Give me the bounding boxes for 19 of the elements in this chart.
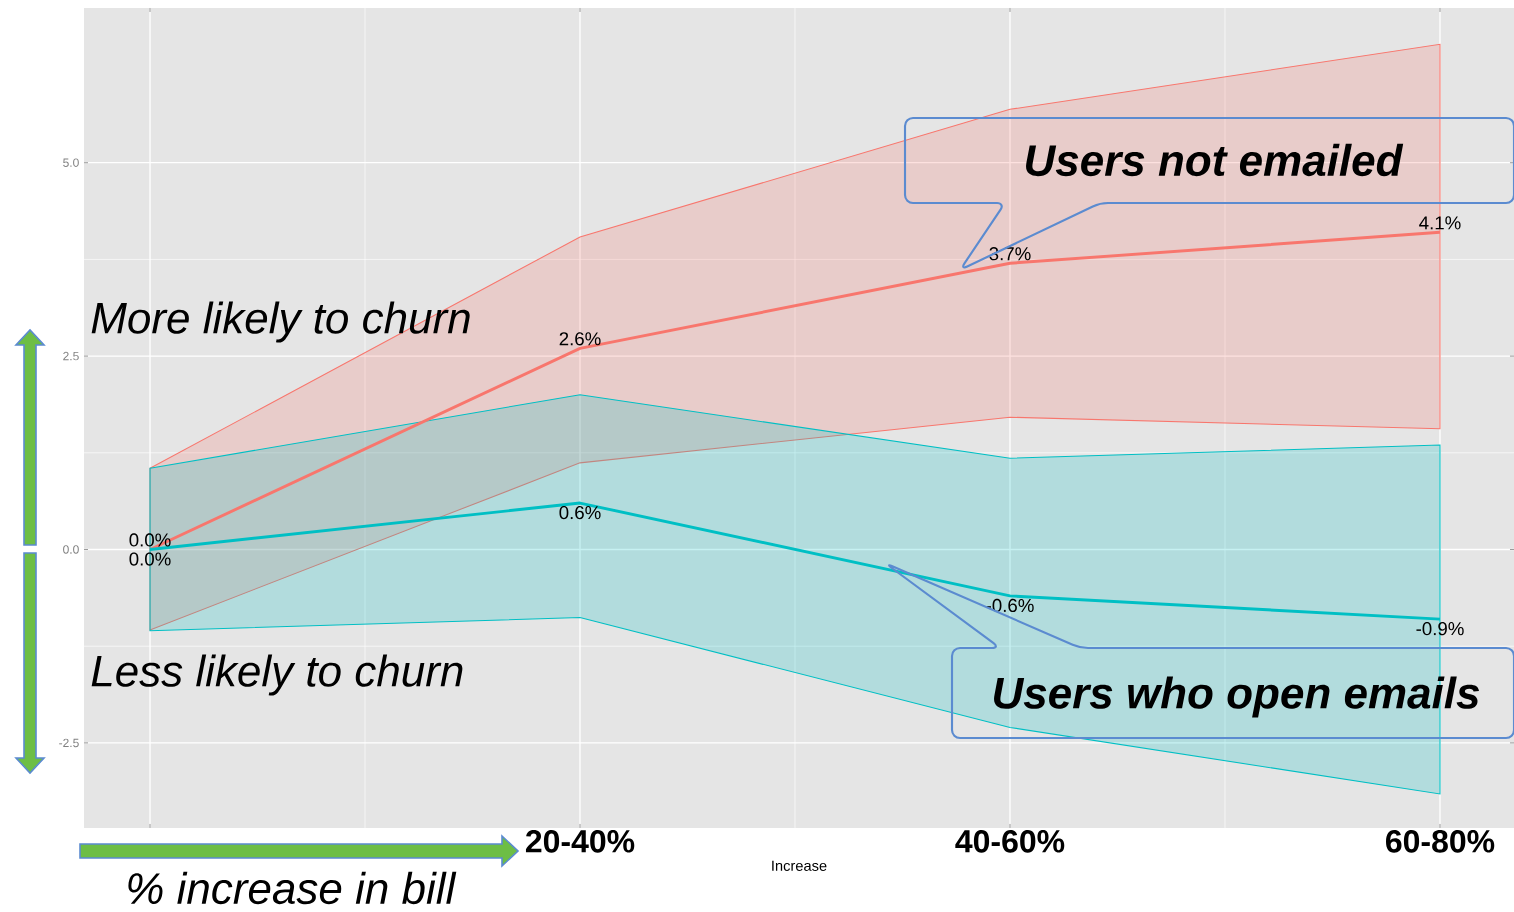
- y-tick-label: -2.5: [59, 738, 79, 748]
- text: % increase in bill: [128, 871, 457, 905]
- x-tick-label: 20-40%: [525, 830, 635, 853]
- data-label: 2.6%: [559, 332, 601, 346]
- x-axis-title: Increase: [772, 860, 827, 871]
- data-label: -0.9%: [1416, 622, 1464, 636]
- series-label: Users not emailed: [1026, 143, 1404, 177]
- x-tick-label: 40-60%: [955, 830, 1065, 853]
- data-label: 4.1%: [1419, 216, 1461, 230]
- annotation: More likely to churn: [91, 301, 470, 343]
- annotation: Less likely to churn: [91, 654, 463, 696]
- x-tick-label: 60-80%: [1386, 830, 1495, 853]
- data-label: -0.6%: [986, 598, 1034, 613]
- data-label: 0.6%: [559, 506, 601, 520]
- y-tick-label: 5.0: [63, 158, 79, 167]
- y-tick-label: 2.5: [63, 351, 79, 361]
- series-label: Users who open emails: [994, 676, 1479, 718]
- data-label: 0.0%: [129, 552, 171, 566]
- y-tick-label: 0.0: [63, 545, 79, 554]
